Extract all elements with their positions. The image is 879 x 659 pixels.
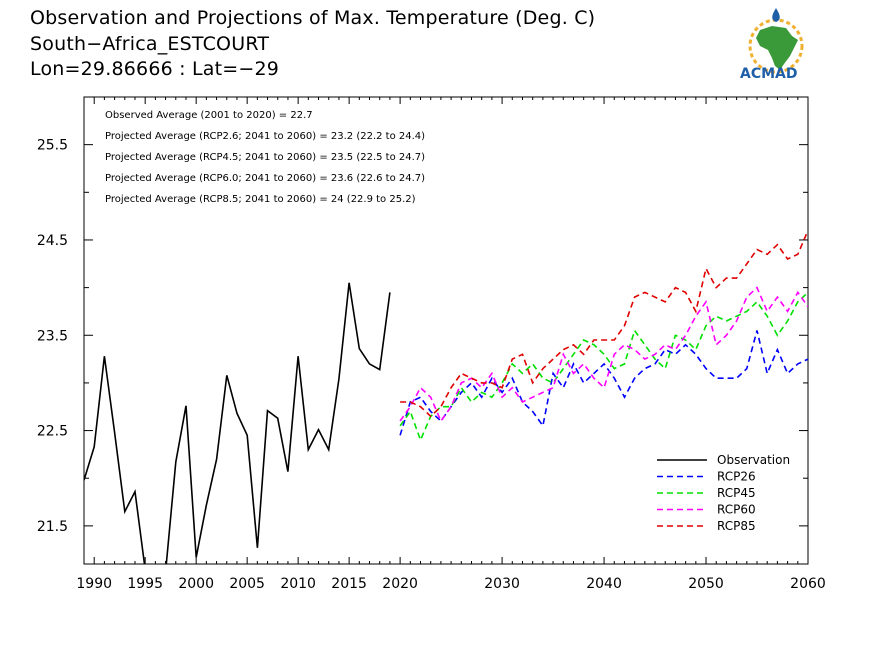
x-tick-label: 2000 (178, 576, 214, 592)
stats-line: Observed Average (2001 to 2020) = 22.7 (105, 110, 313, 121)
x-tick-label: 2015 (331, 576, 367, 592)
stats-line: Projected Average (RCP2.6; 2041 to 2060)… (105, 131, 425, 142)
x-tick-label: 2020 (382, 576, 418, 592)
y-tick-label: 23.5 (37, 328, 68, 344)
stats-line: Projected Average (RCP8.5; 2041 to 2060)… (105, 194, 416, 205)
y-tick-label: 24.5 (37, 233, 68, 249)
stats-line: Projected Average (RCP6.0; 2041 to 2060)… (105, 173, 425, 184)
rcp60-line (399, 286, 808, 423)
africa-shape-icon (756, 26, 798, 70)
chart-title: Observation and Projections of Max. Temp… (30, 7, 596, 29)
legend-label: RCP85 (717, 519, 756, 533)
x-tick-label: 2005 (229, 576, 265, 592)
y-tick-label: 21.5 (37, 519, 68, 535)
logo-text: ACMAD (740, 66, 798, 82)
legend-label: RCP60 (717, 503, 756, 517)
x-tick-label: 1995 (127, 576, 163, 592)
observation-line (84, 282, 391, 564)
y-tick-label: 22.5 (37, 424, 68, 440)
rcp26-line (399, 330, 808, 436)
location-name: South−Africa_ESTCOURT (30, 33, 270, 55)
x-tick-label: 2050 (688, 576, 724, 592)
water-drop-icon (772, 8, 780, 22)
x-tick-label: 2030 (484, 576, 520, 592)
legend-label: RCP45 (717, 486, 756, 500)
x-tick-label: 2040 (586, 576, 622, 592)
x-tick-label: 1990 (76, 576, 112, 592)
plot-frame (83, 96, 809, 565)
coordinates-label: Lon=29.86666 : Lat=−29 (30, 58, 280, 80)
acmad-logo: ACMAD (740, 8, 804, 82)
plot-area: 1990 1995 2000 2005 2010 2015 2020 2030 2040 2050… (37, 96, 826, 592)
x-tick-label: 2010 (280, 576, 316, 592)
stats-line: Projected Average (RCP4.5; 2041 to 2060)… (105, 152, 425, 163)
rcp45-line (399, 291, 808, 443)
rcp85-line (400, 230, 808, 418)
x-tick-label: 2060 (790, 576, 826, 592)
y-tick-label: 25.5 (37, 138, 68, 154)
legend-label: RCP26 (717, 470, 756, 484)
legend-label: Observation (717, 453, 790, 467)
